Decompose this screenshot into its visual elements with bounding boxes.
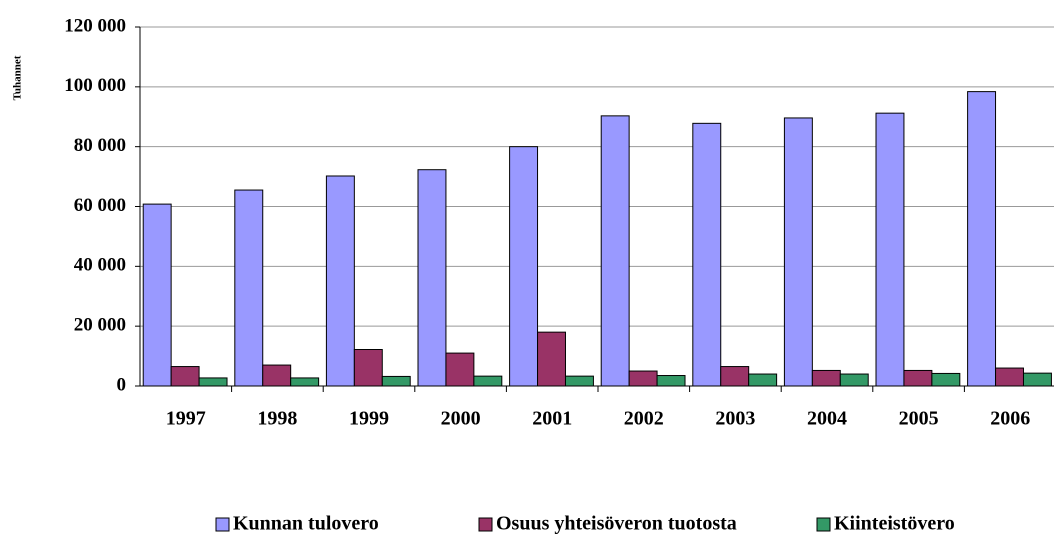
y-axis-label: Tuhannet: [12, 55, 24, 100]
x-tick-label: 2000: [441, 408, 481, 430]
legend-swatch: [215, 517, 230, 532]
bar: [995, 367, 1024, 387]
y-tick-label: 40 000: [74, 255, 126, 276]
bar: [473, 375, 503, 387]
legend-label: Kunnan tulovero: [233, 513, 379, 535]
x-tick-label: 2003: [715, 408, 755, 430]
x-tick-label: 2005: [899, 408, 939, 430]
bar: [628, 370, 658, 387]
bar: [748, 373, 778, 387]
bar: [1022, 372, 1052, 387]
bar: [353, 349, 383, 387]
bar: [967, 91, 997, 387]
x-tick-label: 2004: [807, 408, 847, 430]
bar: [692, 122, 722, 387]
bar: [839, 373, 869, 387]
bar: [875, 112, 905, 387]
legend-label: Kiinteistövero: [834, 513, 955, 535]
y-tick-label: 80 000: [74, 135, 126, 156]
bar: [381, 375, 411, 387]
x-tick-label: 2006: [990, 408, 1030, 430]
bar: [290, 377, 320, 387]
y-tick-label: 120 000: [64, 15, 126, 36]
bar: [811, 369, 841, 387]
bar: [600, 115, 630, 387]
bar: [262, 364, 292, 387]
bar: [417, 169, 447, 387]
bar: [564, 375, 594, 387]
bar: [445, 352, 475, 387]
y-tick-label: 20 000: [74, 315, 126, 336]
bar: [656, 375, 686, 387]
bar: [170, 366, 200, 387]
bar: [198, 377, 228, 387]
legend-swatch: [816, 517, 831, 532]
legend-label: Osuus yhteisöveron tuotosta: [496, 513, 737, 535]
y-tick-label: 100 000: [64, 75, 126, 96]
bar: [931, 372, 961, 387]
x-tick-label: 1997: [166, 408, 206, 430]
bar: [783, 117, 813, 387]
x-tick-label: 2002: [624, 408, 664, 430]
x-tick-label: 1998: [257, 408, 297, 430]
bar: [325, 175, 355, 387]
bar: [720, 366, 750, 387]
bar: [537, 331, 566, 387]
bar: [234, 189, 264, 387]
y-tick-label: 0: [117, 374, 127, 395]
bar: [903, 369, 933, 387]
legend-swatch: [478, 517, 493, 532]
x-tick-label: 1999: [349, 408, 389, 430]
y-tick-label: 60 000: [74, 195, 126, 216]
bar: [509, 146, 539, 387]
x-tick-label: 2001: [532, 408, 572, 430]
bar: [142, 203, 172, 387]
